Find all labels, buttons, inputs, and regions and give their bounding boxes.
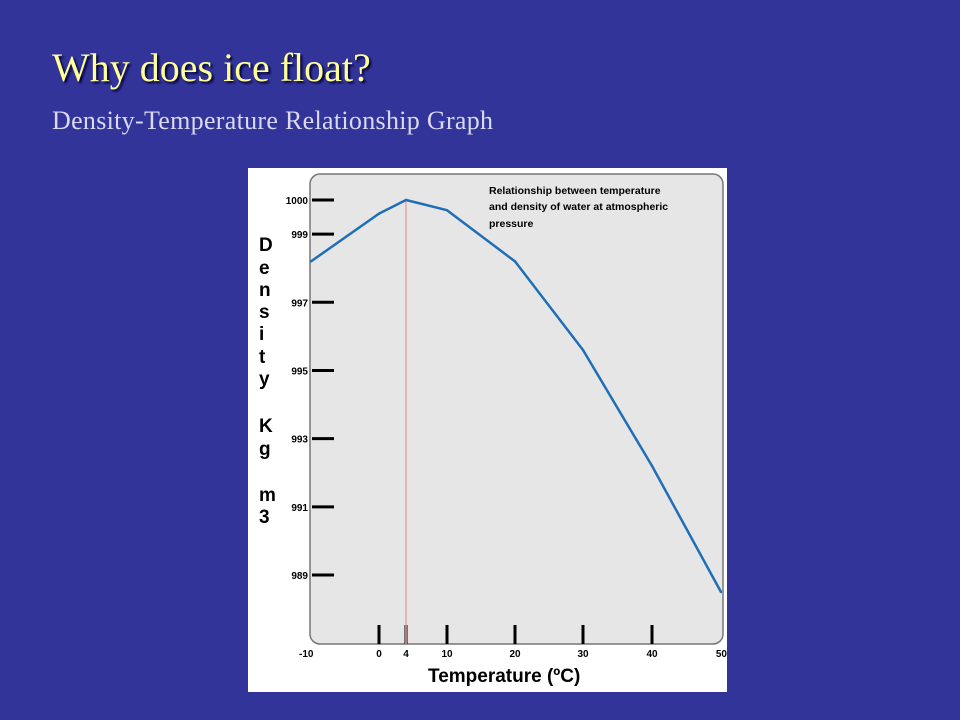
x-tick-label: 50 <box>716 649 727 660</box>
y-label-letter: K <box>259 416 273 437</box>
annotation-line-2: and density of water at atmospheric <box>489 201 668 213</box>
series-group <box>309 198 723 594</box>
annotation-line-3: pressure <box>489 218 534 230</box>
y-tick-label: 991 <box>291 503 308 514</box>
y-label-letter: s <box>259 302 270 323</box>
x-tick-label: 40 <box>646 649 658 660</box>
data-point <box>404 198 408 202</box>
y-label-letter: i <box>259 324 264 345</box>
y-label-letter: g <box>259 439 271 460</box>
data-point <box>581 348 585 352</box>
slide-title: Why does ice float? <box>52 45 371 90</box>
y-axis-label: Density Kg m3 <box>259 235 276 528</box>
data-point <box>513 260 517 263</box>
data-point <box>650 464 654 468</box>
y-label-letter: n <box>259 280 271 301</box>
y-axis: 1000 999 997 995 993 991 989 <box>286 196 334 582</box>
x-tick-label: 0 <box>376 649 382 660</box>
data-point <box>445 209 449 212</box>
x-axis-label: Temperature (ºC) <box>428 666 580 687</box>
y-label-letter: D <box>259 235 273 256</box>
x-tick-label: -10 <box>299 649 314 660</box>
x-tick-label: 30 <box>577 649 589 660</box>
plot-area <box>309 173 724 645</box>
density-curve <box>310 198 723 593</box>
y-tick-label: 989 <box>291 571 308 582</box>
slide-subtitle: Density-Temperature Relationship Graph <box>52 106 494 135</box>
y-label-letter: 3 <box>259 507 270 528</box>
x-tick-label: 4 <box>403 649 409 660</box>
x-tick-label: 10 <box>441 649 453 660</box>
y-label-letter: t <box>259 347 266 368</box>
y-tick-label: 993 <box>291 435 308 446</box>
x-tick-label: 20 <box>509 649 521 660</box>
y-tick-label: 995 <box>291 366 308 377</box>
chart-annotation: Relationship between temperature and den… <box>489 185 668 230</box>
density-temperature-chart: Relationship between temperature and den… <box>248 168 727 692</box>
y-tick-label: 997 <box>291 298 308 309</box>
y-tick-label: 1000 <box>286 196 309 207</box>
chart-svg: Relationship between temperature and den… <box>259 173 727 687</box>
annotation-line-1: Relationship between temperature <box>489 185 661 197</box>
y-tick-label: 999 <box>291 230 308 241</box>
data-point <box>719 590 723 594</box>
y-label-letter: y <box>259 369 270 390</box>
data-point <box>309 260 313 263</box>
y-label-letter: m <box>259 485 276 506</box>
data-point <box>377 212 381 215</box>
y-label-letter: e <box>259 258 270 279</box>
